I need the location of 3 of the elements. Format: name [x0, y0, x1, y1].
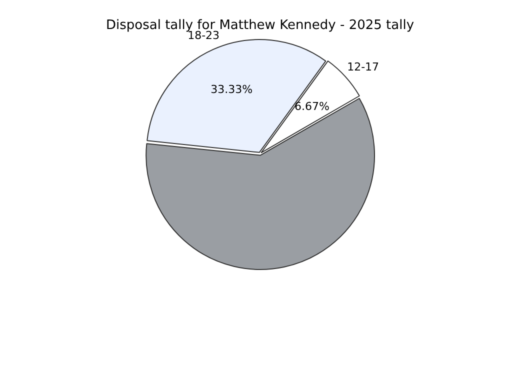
data-label: 33.33%: [210, 82, 253, 96]
data-label: 6.67%: [294, 100, 330, 113]
slice-label: 12-17: [347, 60, 380, 74]
